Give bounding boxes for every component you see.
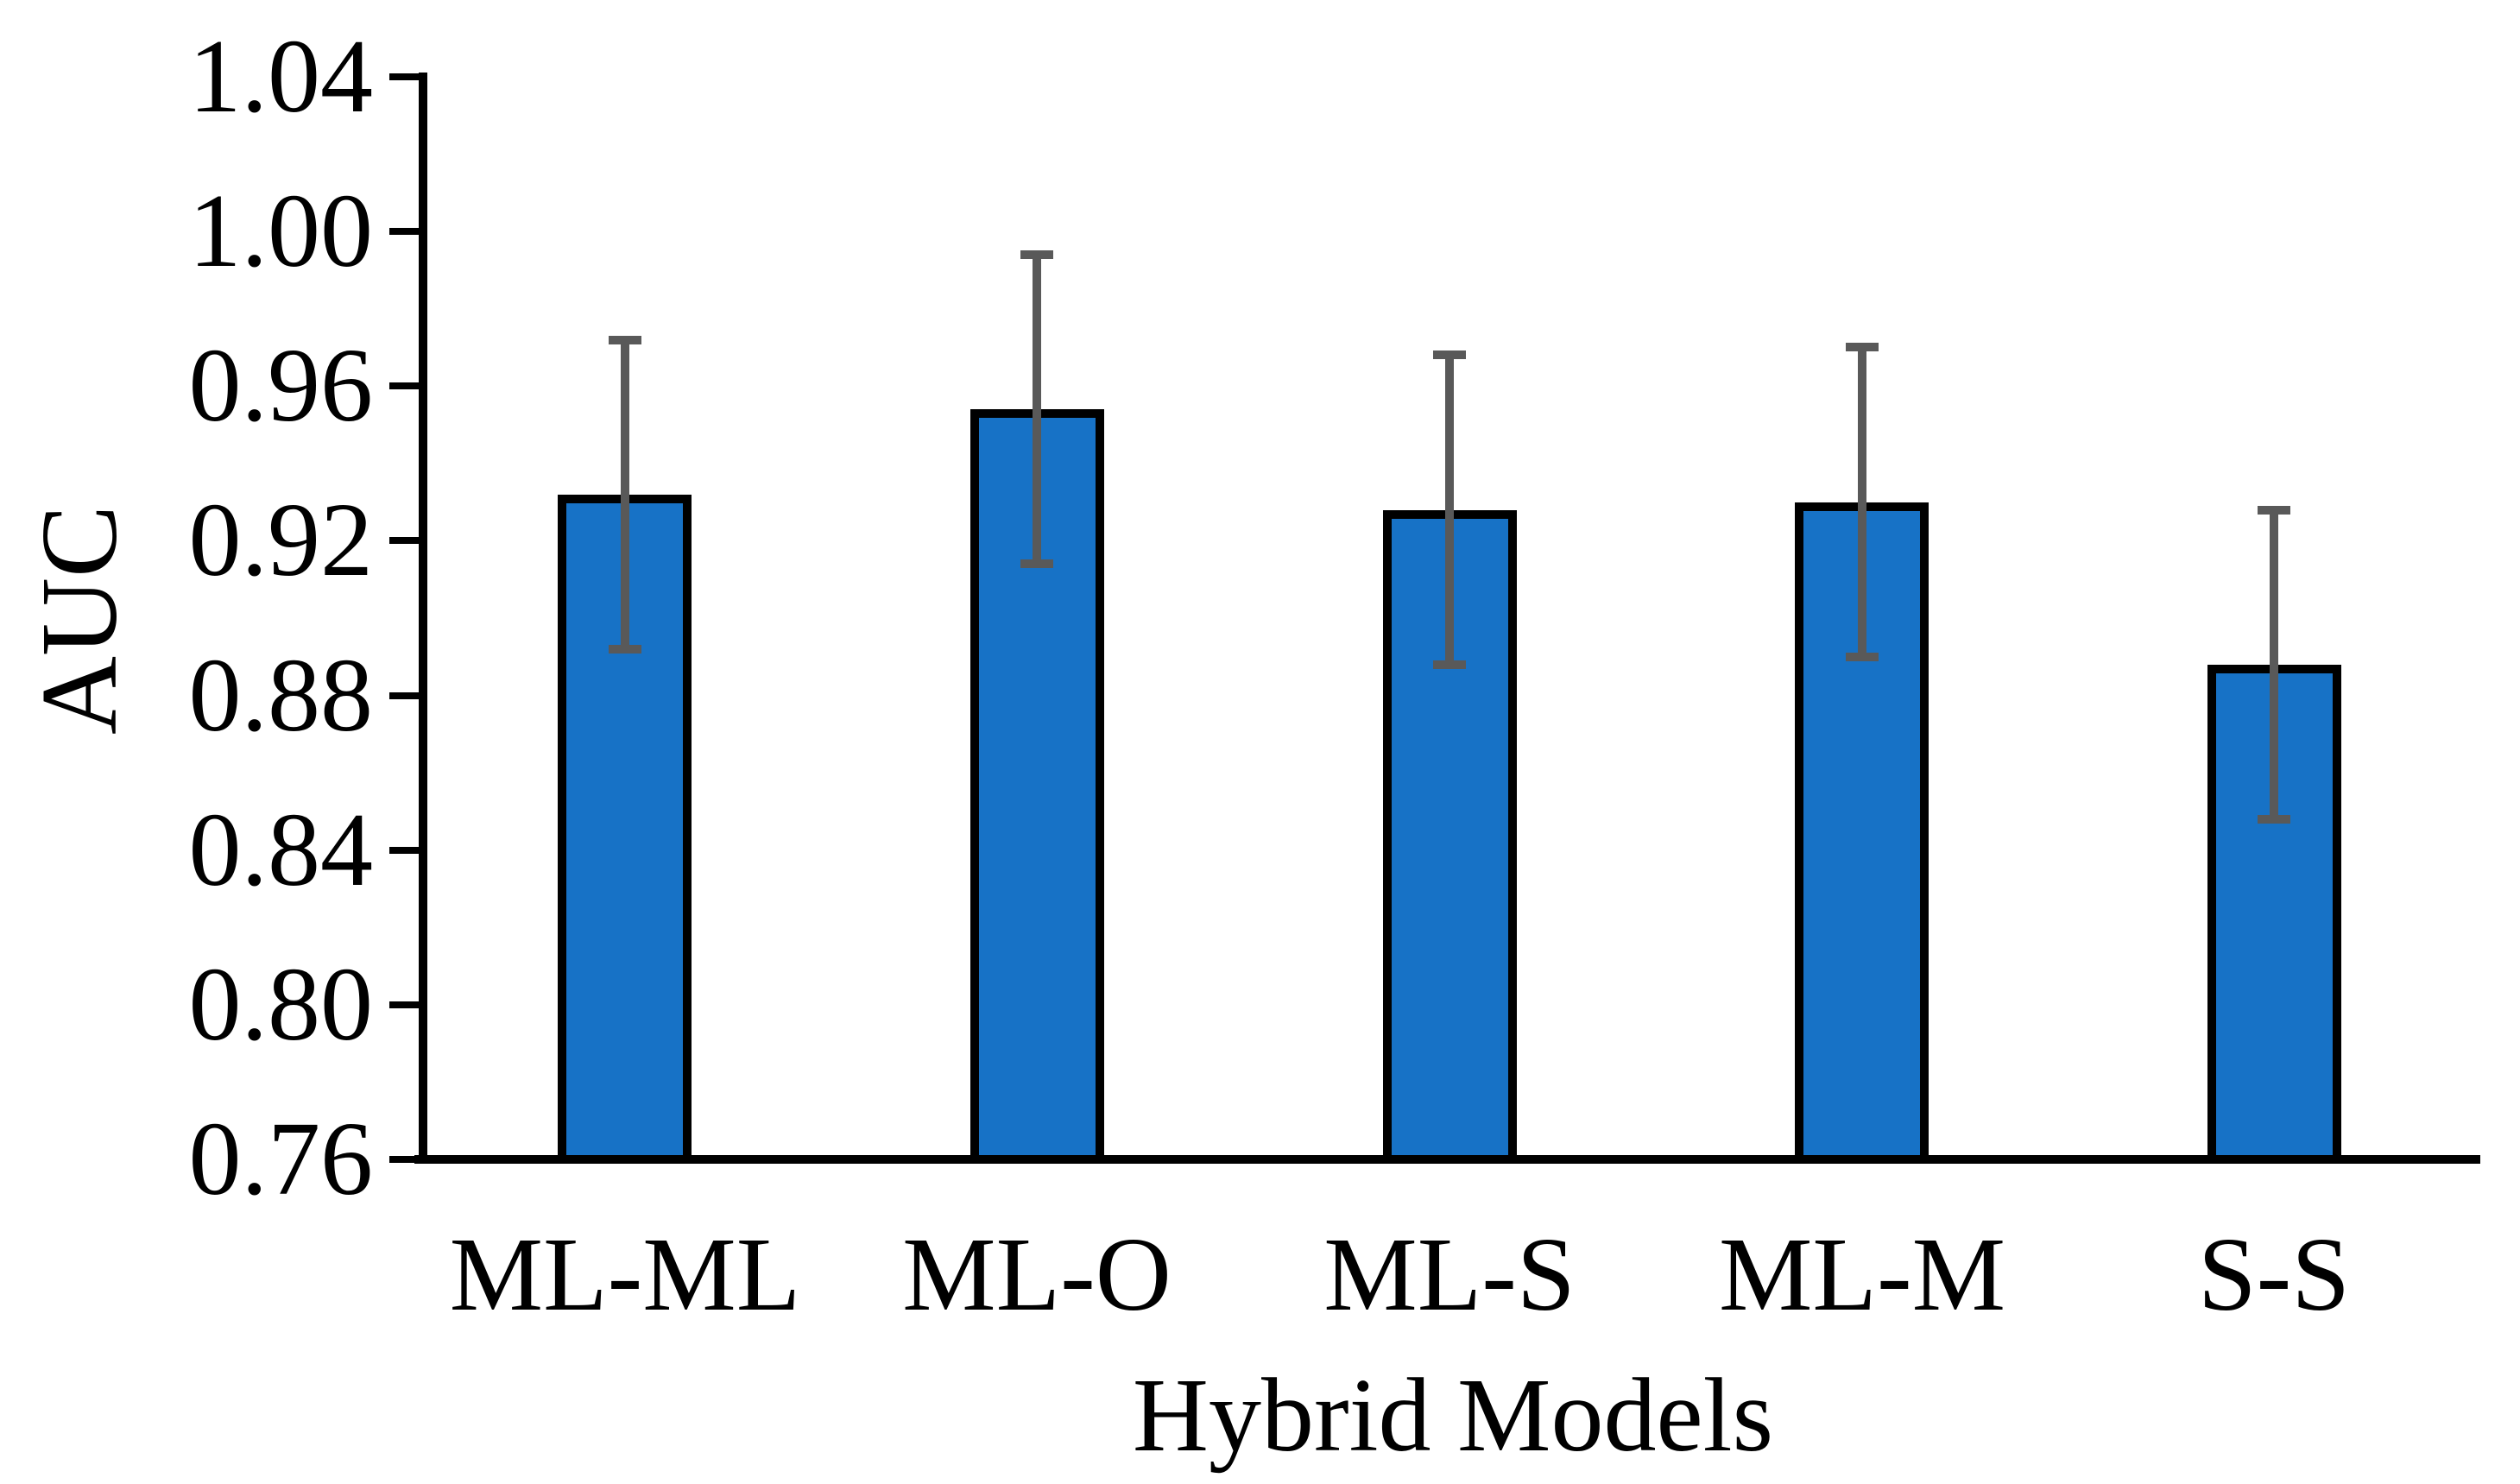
error-bar-line-ML-M	[1858, 347, 1866, 656]
y-tick-label: 0.92	[188, 482, 374, 599]
y-tick-label: 0.84	[188, 791, 374, 908]
y-axis-tick	[389, 73, 419, 80]
error-bar-line-ML-O	[1033, 255, 1041, 564]
error-bar-top-cap-ML-M	[1846, 343, 1879, 351]
error-bar-line-ML-S	[1445, 355, 1454, 664]
error-bar-top-cap-ML-S	[1433, 350, 1466, 359]
x-category-label-ML-S: ML-S	[1323, 1216, 1576, 1333]
y-axis-tick	[389, 228, 419, 236]
error-bar-top-cap-S-S	[2258, 506, 2290, 515]
y-tick-label: 0.76	[188, 1101, 374, 1217]
y-axis-tick	[389, 1001, 419, 1008]
error-bar-bottom-cap-S-S	[2258, 815, 2290, 824]
x-category-label-ML-ML: ML-ML	[449, 1216, 801, 1333]
y-tick-label: 1.04	[188, 18, 374, 135]
y-axis-tick	[389, 537, 419, 545]
x-axis-line	[414, 1155, 2480, 1164]
error-bar-line-ML-ML	[621, 340, 629, 649]
y-axis-tick	[389, 691, 419, 699]
error-bar-bottom-cap-ML-M	[1846, 653, 1879, 661]
y-tick-label: 0.96	[188, 327, 374, 445]
y-axis-tick	[389, 1156, 419, 1163]
y-tick-label: 0.88	[188, 636, 374, 754]
x-category-label-S-S: S-S	[2197, 1216, 2351, 1333]
error-bar-bottom-cap-ML-O	[1020, 559, 1053, 568]
x-category-label-ML-M: ML-M	[1718, 1216, 2006, 1333]
error-bar-top-cap-ML-ML	[609, 336, 641, 344]
x-axis-title: Hybrid Models	[1132, 1357, 1774, 1474]
x-category-label-ML-O: ML-O	[902, 1216, 1172, 1333]
y-axis-tick	[389, 846, 419, 854]
y-tick-label: 1.00	[188, 173, 374, 290]
error-bar-line-S-S	[2270, 510, 2278, 819]
error-bar-bottom-cap-ML-S	[1433, 660, 1466, 669]
y-axis-line	[419, 73, 427, 1164]
error-bar-top-cap-ML-O	[1020, 250, 1053, 259]
error-bar-bottom-cap-ML-ML	[609, 645, 641, 654]
y-axis-tick	[389, 382, 419, 390]
y-tick-label: 0.80	[188, 945, 374, 1063]
